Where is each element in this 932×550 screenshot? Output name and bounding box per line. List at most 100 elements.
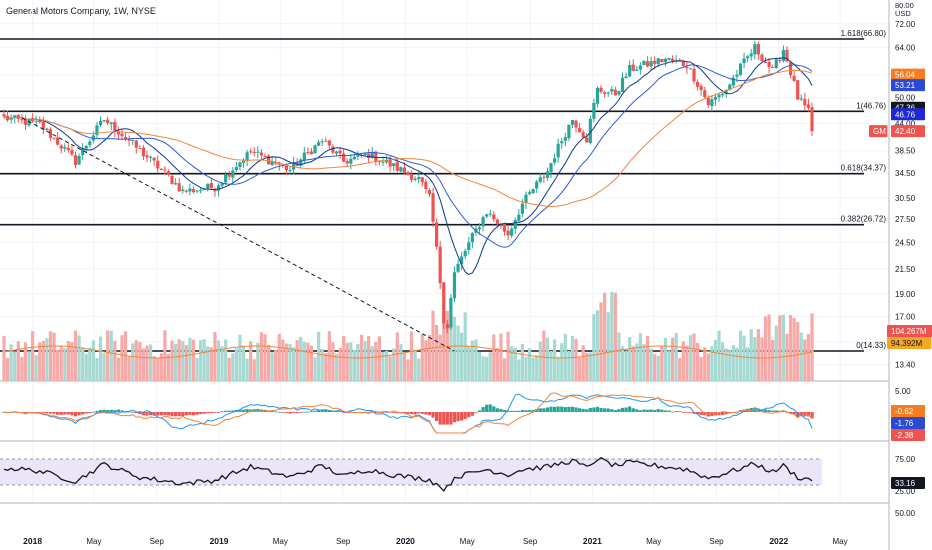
- macd-histogram-bar: [45, 412, 49, 414]
- macd-histogram-bar: [574, 407, 578, 412]
- macd-histogram-bar: [581, 408, 585, 412]
- candle-body: [113, 121, 117, 132]
- candle-body: [585, 137, 589, 143]
- volume-bar: [653, 354, 657, 381]
- price-label-bg: [891, 68, 925, 81]
- macd-histogram-bar: [181, 412, 185, 416]
- candle-body: [324, 140, 328, 142]
- macd-histogram-bar: [52, 412, 56, 414]
- volume-bar: [213, 332, 217, 381]
- candle-body: [241, 160, 246, 163]
- macd-histogram-bar: [63, 412, 67, 415]
- price-label: 53.21: [895, 81, 916, 90]
- candle-body: [277, 162, 281, 165]
- volume-bar: [177, 339, 181, 381]
- macd-histogram-bar: [499, 408, 503, 412]
- candle-body: [699, 86, 703, 91]
- volume-bar: [520, 343, 525, 381]
- volume-bar: [717, 330, 721, 381]
- candle-body: [610, 89, 614, 92]
- volume-bar: [356, 343, 360, 381]
- volume-bar: [706, 353, 710, 381]
- volume-bar: [492, 334, 496, 381]
- candle-body: [13, 115, 17, 118]
- candle-body: [338, 150, 342, 154]
- macd-label: -2.38: [895, 431, 914, 440]
- candle-body: [199, 189, 203, 191]
- macd-histogram-bar: [374, 412, 378, 413]
- volume-bar: [506, 331, 510, 381]
- candle-body: [692, 68, 696, 82]
- macd-histogram-bar: [170, 412, 174, 417]
- volume-bar: [313, 357, 317, 381]
- macd-histogram-bar: [291, 412, 296, 413]
- price-tick-label: 24.50: [895, 238, 916, 247]
- macd-histogram-bar: [767, 410, 771, 412]
- volume-bar: [792, 318, 796, 381]
- volume-bar: [667, 350, 671, 381]
- volume-bar: [460, 332, 464, 381]
- volume-bar: [681, 341, 685, 381]
- volume-bar: [517, 359, 521, 381]
- candle-body: [667, 57, 671, 60]
- volume-bar: [656, 355, 660, 381]
- macd-histogram-bar: [527, 410, 532, 412]
- candle-body: [352, 156, 356, 160]
- macd-histogram-bar: [184, 412, 188, 416]
- volume-bar: [538, 341, 542, 381]
- volume-bar: [542, 330, 546, 381]
- volume-bar: [610, 291, 614, 381]
- candle-body: [531, 189, 535, 194]
- candle-body: [520, 203, 525, 214]
- volume-bar: [120, 335, 124, 381]
- macd-histogram-bar: [620, 407, 625, 412]
- candle-body: [9, 117, 13, 120]
- candle-body: [148, 156, 153, 158]
- macd-histogram-bar: [649, 409, 653, 412]
- time-tick-label: May: [833, 537, 848, 546]
- macd-histogram-bar: [510, 410, 514, 412]
- volume-bar: [395, 332, 399, 381]
- macd-histogram-bar: [381, 412, 385, 413]
- candle-body: [660, 58, 664, 63]
- fib-label: 1.618(66.80): [841, 29, 887, 38]
- candle-body: [63, 147, 67, 149]
- candle-body: [309, 151, 314, 155]
- macd-histogram-bar: [195, 412, 199, 415]
- macd-histogram-bar: [699, 412, 703, 416]
- volume-bar: [567, 350, 571, 381]
- volume-bar: [713, 340, 718, 381]
- volume-bar: [249, 341, 253, 381]
- volume-bar: [799, 332, 803, 381]
- volume-bar: [699, 357, 703, 381]
- candle-body: [245, 152, 249, 161]
- macd-histogram-bar: [435, 412, 439, 421]
- volume-bar: [148, 344, 153, 381]
- macd-histogram-bar: [806, 412, 811, 417]
- candle-body: [631, 64, 635, 71]
- volume-bar: [645, 336, 650, 381]
- candle-body: [760, 54, 764, 61]
- candle-body: [220, 182, 224, 186]
- candle-body: [502, 224, 507, 232]
- macd-histogram-bar: [463, 412, 467, 420]
- candle-body: [166, 171, 171, 176]
- symbol-tag-bg: [869, 125, 888, 138]
- volume-bar: [59, 345, 63, 381]
- candle-body: [77, 156, 81, 165]
- volume-bar: [220, 346, 224, 381]
- volume-bar: [388, 356, 392, 381]
- macd-histogram-bar: [73, 412, 78, 417]
- macd-histogram-bar: [59, 412, 63, 415]
- candle-body: [763, 61, 768, 63]
- macd-histogram-bar: [552, 406, 557, 412]
- macd-histogram-bar: [513, 410, 517, 412]
- volume-bar: [417, 358, 421, 381]
- volume-bar: [477, 352, 482, 381]
- volume-bar: [738, 330, 743, 381]
- volume-bar: [367, 335, 371, 381]
- macd-histogram-bar: [667, 410, 671, 412]
- price-tick-label: 27.50: [895, 215, 916, 224]
- price-tick-label: 17.00: [895, 312, 916, 321]
